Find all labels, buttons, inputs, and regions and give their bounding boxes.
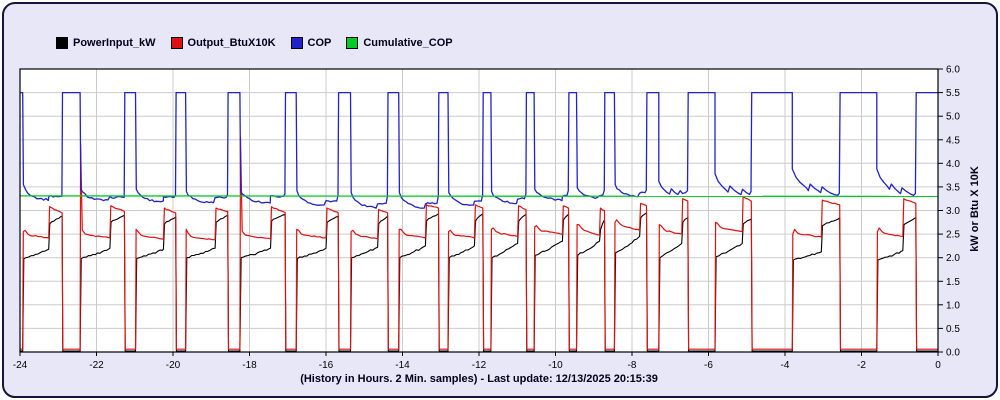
x-tick-label: -20	[166, 360, 181, 371]
y-tick-label: 0.0	[946, 348, 960, 359]
output-swatch-icon	[170, 37, 183, 49]
series-cumulative-cop	[19, 195, 939, 198]
x-tick-label: -22	[89, 360, 104, 371]
y-tick-label: 5.5	[946, 88, 960, 99]
y-tick-label: 6.0	[946, 65, 960, 76]
y-axis-title: kW or Btu X 10K	[969, 166, 981, 252]
y-tick-label: 2.0	[946, 253, 960, 264]
legend-item-cumulative: Cumulative_COP	[346, 37, 453, 49]
y-tick-label: 3.0	[946, 206, 960, 217]
x-tick-label: -18	[242, 360, 257, 371]
legend-item-cop: COP	[290, 37, 332, 49]
x-tick-label: -2	[857, 360, 866, 371]
legend-item-power: PowerInput_kW	[56, 37, 156, 49]
series-cop	[20, 91, 938, 209]
chart-caption: (History in Hours. 2 Min. samples) - Las…	[300, 373, 658, 385]
x-tick-label: -14	[395, 360, 410, 371]
power-swatch-icon	[56, 37, 68, 49]
x-tick-label: 0	[935, 360, 941, 371]
legend-label: PowerInput_kW	[73, 37, 156, 49]
legend-label: COP	[307, 37, 332, 49]
y-tick-label: 2.5	[946, 230, 960, 241]
x-tick-label: -12	[472, 360, 487, 371]
y-tick-label: 1.0	[946, 300, 960, 311]
y-tick-label: 5.0	[946, 112, 960, 123]
y-tick-label: 4.0	[946, 159, 960, 170]
x-tick-label: -24	[13, 360, 28, 371]
chart-legend: PowerInput_kW Output_BtuX10K COP Cumulative…	[56, 37, 453, 49]
series-output-btux10k	[20, 136, 938, 350]
x-tick-label: -10	[548, 360, 563, 371]
x-tick-label: -6	[704, 360, 713, 371]
y-tick-label: 0.5	[946, 324, 960, 335]
y-tick-label: 4.5	[946, 135, 960, 146]
cop-swatch-icon	[290, 37, 303, 49]
x-tick-label: -8	[628, 360, 637, 371]
y-tick-label: 1.5	[946, 277, 960, 288]
legend-item-output: Output_BtuX10K	[170, 37, 276, 49]
y-tick-label: 3.5	[946, 182, 960, 193]
legend-label: Cumulative_COP	[363, 37, 453, 49]
legend-label: Output_BtuX10K	[187, 37, 276, 49]
x-tick-label: -16	[319, 360, 334, 371]
x-tick-label: -4	[781, 360, 790, 371]
cumulative-swatch-icon	[346, 37, 359, 49]
